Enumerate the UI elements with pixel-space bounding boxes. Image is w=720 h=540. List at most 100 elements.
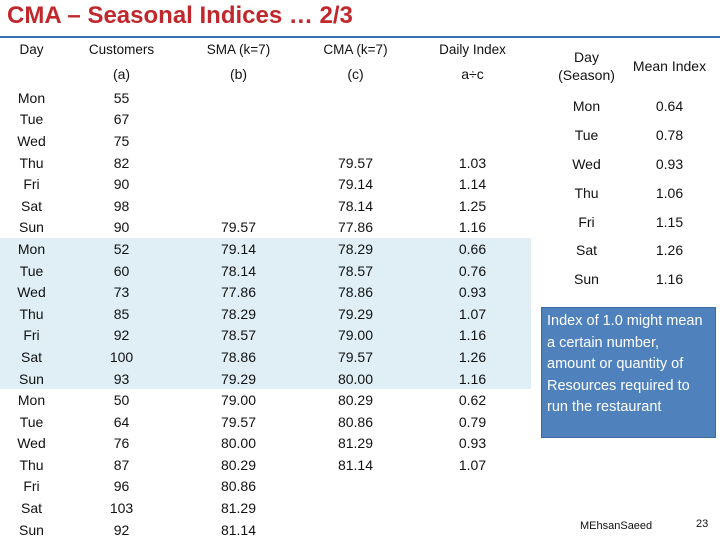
cell-day: Sat <box>0 346 63 368</box>
table-row: Sat 98 78.14 1.25 <box>0 195 531 217</box>
page-number: 23 <box>696 518 709 530</box>
cell-cma: 78.14 <box>337 197 374 214</box>
cell-day: Thu <box>19 456 44 473</box>
header-row: Day Customers SMA (k=7) CMA (k=7) Daily … <box>0 38 531 60</box>
cell-customers: 85 <box>63 302 180 325</box>
cell-sma <box>180 195 297 217</box>
cell-day: Wed <box>0 281 63 303</box>
cell-cma: 78.57 <box>297 259 414 282</box>
cell-cma <box>297 130 414 152</box>
cell-cma <box>297 87 414 109</box>
header-cma: CMA (k=7) <box>323 41 388 57</box>
season-row: Tue 0.78 <box>545 121 711 150</box>
cell-daily-index: 1.07 <box>458 456 487 473</box>
header-customers: Customers <box>88 41 155 57</box>
cell-day: Tue <box>0 259 63 282</box>
cell-day: Wed <box>17 132 46 149</box>
table-row: Tue 67 <box>0 109 531 131</box>
cell-customers: 52 <box>63 238 180 260</box>
cell-cma: 77.86 <box>337 219 374 236</box>
season-day: Fri <box>578 213 595 230</box>
cell-cma: 79.00 <box>297 324 414 347</box>
season-day: Tue <box>574 127 599 144</box>
cell-day: Mon <box>17 392 46 409</box>
season-mean-index: 0.93 <box>655 155 684 172</box>
table-row: Sun 90 79.57 77.86 1.16 <box>0 217 531 239</box>
cell-customers: 76 <box>113 435 130 452</box>
table-row: Mon 50 79.00 80.29 0.62 <box>0 389 531 411</box>
author-credit: MEhsanSaeed <box>580 520 653 532</box>
subheader-day <box>0 60 63 87</box>
cell-customers: 67 <box>113 111 130 128</box>
cell-day: Wed <box>17 435 46 452</box>
table-row: Mon 52 79.14 78.29 0.66 <box>0 238 531 260</box>
cell-day: Sat <box>20 197 42 214</box>
subheader-daily-index: a÷c <box>461 65 484 82</box>
subheader-sma: (b) <box>229 65 248 82</box>
cell-cma: 78.86 <box>297 281 414 303</box>
cell-customers: 87 <box>113 456 130 473</box>
cell-sma: 79.57 <box>220 219 257 236</box>
cell-daily-index <box>414 109 531 131</box>
cell-day: Mon <box>0 238 63 260</box>
table-row: Tue 60 78.14 78.57 0.76 <box>0 259 531 282</box>
cell-sma: 81.14 <box>220 521 257 538</box>
cell-customers: 90 <box>113 219 130 236</box>
season-mean-index: 1.16 <box>655 271 684 288</box>
cell-cma: 79.57 <box>337 154 374 171</box>
cell-sma: 79.29 <box>180 367 297 390</box>
header-sma: SMA (k=7) <box>206 41 271 57</box>
table-row: Fri 90 79.14 1.14 <box>0 173 531 195</box>
cell-day: Fri <box>23 478 40 495</box>
table-row: Sat 100 78.86 79.57 1.26 <box>0 346 531 368</box>
cell-customers: 100 <box>63 346 180 368</box>
cell-cma <box>297 476 414 498</box>
cell-daily-index: 0.62 <box>458 392 487 409</box>
cell-daily-index <box>414 497 531 519</box>
cell-day: Sun <box>19 521 44 538</box>
season-row: Sat 1.26 <box>545 236 711 265</box>
table-row: Wed 76 80.00 81.29 0.93 <box>0 433 531 455</box>
cell-daily-index: 1.14 <box>458 176 487 193</box>
cell-cma: 81.29 <box>337 435 374 452</box>
season-row: Mon 0.64 <box>545 92 711 121</box>
cell-cma: 80.29 <box>337 392 374 409</box>
season-day: Mon <box>572 98 601 115</box>
season-mean-index: 0.64 <box>655 98 684 115</box>
cell-sma: 78.57 <box>180 324 297 347</box>
cell-cma: 79.14 <box>337 176 374 193</box>
cell-daily-index <box>414 519 531 540</box>
header-day-season: Day (Season) <box>558 49 615 83</box>
header-daily-index: Daily Index <box>439 41 506 57</box>
table-row: Sun 93 79.29 80.00 1.16 <box>0 367 531 390</box>
cell-cma: 78.29 <box>297 238 414 260</box>
cell-daily-index: 1.16 <box>414 324 531 347</box>
cell-daily-index: 0.93 <box>414 281 531 303</box>
table-row: Thu 85 78.29 79.29 1.07 <box>0 302 531 325</box>
cell-customers: 92 <box>63 324 180 347</box>
cell-sma <box>180 152 297 174</box>
table-row: Thu 87 80.29 81.14 1.07 <box>0 454 531 476</box>
cell-customers: 64 <box>113 413 130 430</box>
cell-cma: 79.57 <box>297 346 414 368</box>
slide-title: CMA – Seasonal Indices … 2/3 <box>7 2 353 29</box>
cell-daily-index: 1.16 <box>458 219 487 236</box>
cell-daily-index <box>414 130 531 152</box>
season-mean-index: 1.26 <box>655 242 684 259</box>
cell-customers: 75 <box>113 132 130 149</box>
season-header-row: Day (Season) Mean Index <box>545 40 711 92</box>
title-divider <box>0 36 720 38</box>
cell-day: Sun <box>0 367 63 390</box>
cell-day: Sat <box>20 500 42 517</box>
cell-daily-index: 1.07 <box>414 302 531 325</box>
cell-sma: 78.86 <box>180 346 297 368</box>
cell-customers: 93 <box>63 367 180 390</box>
cell-sma: 80.00 <box>220 435 257 452</box>
cell-day: Thu <box>19 154 44 171</box>
cell-sma: 79.00 <box>220 392 257 409</box>
cell-day: Fri <box>23 176 40 193</box>
cell-customers: 90 <box>113 176 130 193</box>
cell-cma: 79.29 <box>297 302 414 325</box>
cell-day: Mon <box>17 89 46 106</box>
cell-day: Tue <box>19 111 44 128</box>
